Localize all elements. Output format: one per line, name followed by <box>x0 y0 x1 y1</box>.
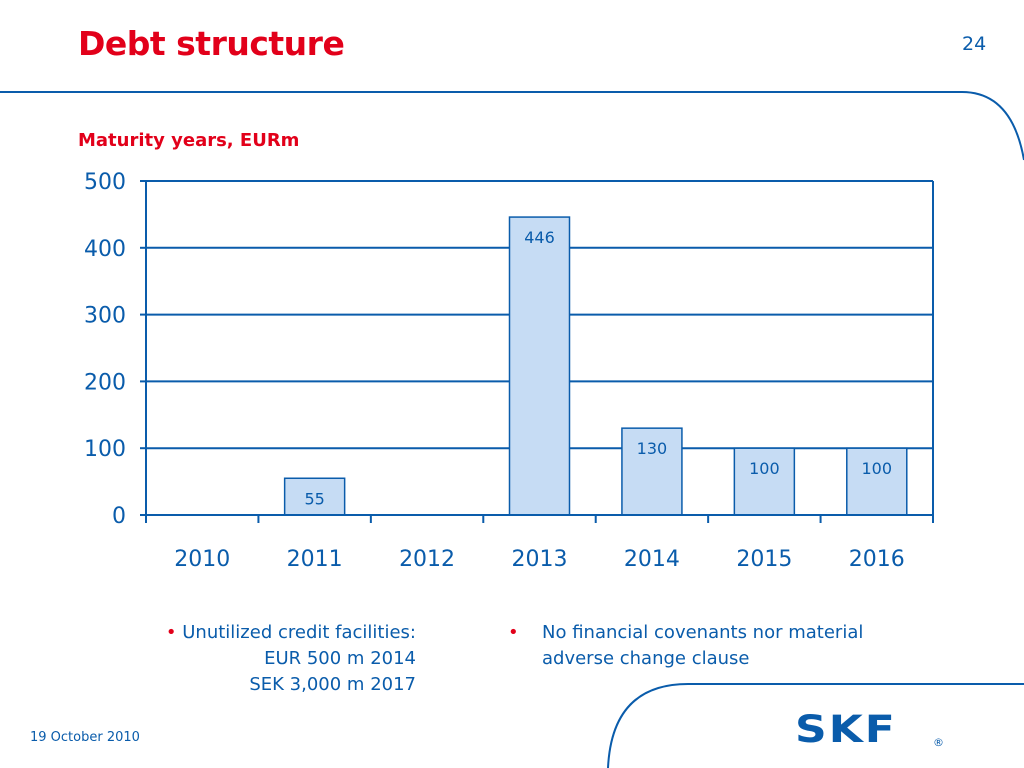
footer-date: 19 October 2010 <box>30 730 140 745</box>
x-tick-label: 2015 <box>736 547 792 572</box>
y-tick-label: 400 <box>84 237 126 262</box>
bullet-marker: • <box>508 622 519 643</box>
credit-facility-eur: EUR 500 m 2014 <box>264 648 416 669</box>
x-tick-label: 2011 <box>287 547 343 572</box>
header-curve <box>0 91 1024 161</box>
bullet-marker: • <box>165 622 177 643</box>
x-tick-label: 2014 <box>624 547 680 572</box>
data-label-2016: 100 <box>862 459 893 478</box>
covenants-line-1: No financial covenants nor material <box>542 622 864 643</box>
bar-2016 <box>846 447 908 516</box>
x-tick-label: 2010 <box>174 547 230 572</box>
y-tick-label: 300 <box>84 304 126 329</box>
x-tick-label: 2012 <box>399 547 455 572</box>
chart-title: Maturity years, EURm <box>78 130 300 151</box>
bar-2011 <box>283 477 346 516</box>
credit-facilities-line: • Unutilized credit facilities: <box>150 620 416 646</box>
data-label-2013: 446 <box>524 228 555 247</box>
y-tick-label: 500 <box>84 170 126 195</box>
data-label-2015: 100 <box>749 459 780 478</box>
credit-facilities-heading: Unutilized credit facilities: <box>182 622 416 643</box>
data-label-2011: 55 <box>304 489 324 508</box>
slide-title: Debt structure <box>78 24 345 63</box>
skf-logo: SKF <box>795 708 897 752</box>
registered-mark: ® <box>933 736 944 749</box>
y-tick-label: 100 <box>84 437 126 462</box>
bar-2013 <box>508 216 571 516</box>
footer-curve <box>607 683 1024 768</box>
credit-facility-sek: SEK 3,000 m 2017 <box>249 674 416 695</box>
bar-2014 <box>621 427 683 516</box>
data-label-2014: 130 <box>637 439 668 458</box>
covenants-line-2: adverse change clause <box>542 648 750 669</box>
page-number: 24 <box>962 33 987 55</box>
y-tick-label: 200 <box>84 370 126 395</box>
covenants-bullet: • No financial covenants nor material ad… <box>508 620 908 672</box>
x-tick-label: 2013 <box>512 547 568 572</box>
x-tick-label: 2016 <box>849 547 905 572</box>
y-tick-label: 0 <box>112 504 126 529</box>
credit-facilities-bullet: • Unutilized credit facilities: EUR 500 … <box>150 620 416 698</box>
